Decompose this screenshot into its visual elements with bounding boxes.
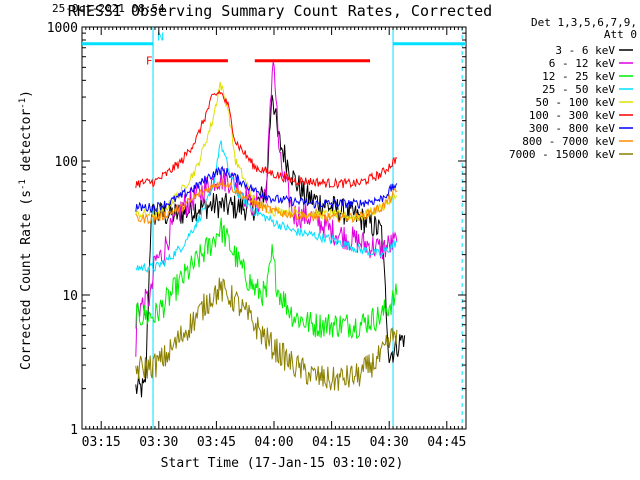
y-axis-label-end: ) <box>19 90 34 98</box>
y-axis-label-mid: detector <box>19 109 34 180</box>
y-axis-label-sup2: -1 <box>18 98 28 109</box>
legend-label-1: 6 - 12 keV <box>549 57 616 70</box>
x-tick-label-5: 04:30 <box>370 435 409 450</box>
y-axis-label: Corrected Count Rate (s-1 detector-1) <box>18 90 34 370</box>
chart-title: RHESSI Observing Summary Count Rates, Co… <box>68 2 492 20</box>
x-tick-label-1: 03:30 <box>139 435 178 450</box>
y-tick-label-1: 10 <box>62 289 78 304</box>
series-line-3 <box>135 140 397 273</box>
legend-header-0: Det 1,3,5,6,7,9, <box>531 16 637 29</box>
flags-layer: FN <box>82 27 466 429</box>
flag-label-f: F <box>146 55 153 68</box>
x-axis-label: Start Time (17-Jan-15 03:10:02) <box>161 456 404 471</box>
x-tick-label-0: 03:15 <box>82 435 121 450</box>
y-axis-label-sup1: -1 <box>18 179 28 190</box>
series-line-7 <box>135 178 398 225</box>
y-axis-label-main: Corrected Count Rate (s <box>19 190 34 370</box>
legend-label-3: 25 - 50 keV <box>542 83 615 96</box>
legend-label-7: 800 - 7000 keV <box>522 135 615 148</box>
legend-label-5: 100 - 300 keV <box>529 109 615 122</box>
legend-label-2: 12 - 25 keV <box>542 70 615 83</box>
series-line-8 <box>135 277 398 391</box>
legend-label-6: 300 - 800 keV <box>529 122 615 135</box>
x-tick-label-2: 03:45 <box>197 435 236 450</box>
y-tick-label-0: 1 <box>70 423 78 438</box>
x-tick-label-4: 04:15 <box>312 435 351 450</box>
x-tick-label-6: 04:45 <box>427 435 466 450</box>
series-line-2 <box>135 217 398 340</box>
y-tick-label-3: 1000 <box>47 21 78 36</box>
series-line-6 <box>135 165 398 214</box>
legend-label-8: 7000 - 15000 keV <box>509 148 615 161</box>
flag-label-n: N <box>157 31 164 44</box>
x-tick-label-3: 04:00 <box>254 435 293 450</box>
y-tick-label-2: 100 <box>55 155 78 170</box>
legend-label-4: 50 - 100 keV <box>536 96 616 109</box>
timestamp: 25-Oct-2021 08:54 <box>52 2 165 15</box>
axes-layer: 03:15 03:30 03:45 04:00 04:15 04:30 04:45 1 10 10… <box>47 21 467 450</box>
legend-header-1: Att 0 <box>604 28 637 41</box>
series-layer <box>135 61 406 398</box>
series-line-5 <box>135 89 398 190</box>
legend-label-0: 3 - 6 keV <box>555 44 615 57</box>
